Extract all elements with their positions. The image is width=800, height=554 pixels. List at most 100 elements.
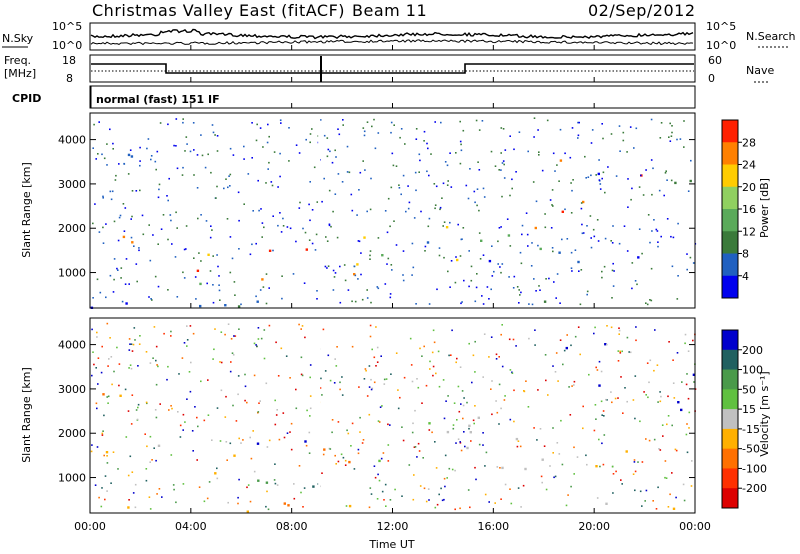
scatter-point — [360, 273, 362, 276]
scatter-point — [604, 191, 606, 194]
xtick-label: 00:00 — [679, 520, 711, 533]
scatter-point — [566, 334, 568, 336]
scatter-point — [257, 327, 260, 329]
scatter-point — [113, 258, 116, 260]
scatter-point — [91, 374, 93, 377]
scatter-point — [377, 473, 379, 476]
scatter-point — [366, 297, 369, 299]
scatter-point — [268, 287, 270, 289]
scatter-point — [498, 423, 500, 425]
scatter-point — [223, 187, 225, 190]
scatter-point — [328, 224, 331, 227]
time-axis: 00:00 04:00 08:00 12:00 16:00 20:00 00:00 — [74, 45, 711, 533]
scatter-point — [122, 203, 125, 205]
scatter-point — [580, 269, 583, 271]
scatter-point — [90, 450, 93, 453]
scatter-point — [586, 463, 588, 466]
scatter-point — [626, 250, 629, 252]
scatter-point — [595, 366, 597, 369]
scatter-point — [377, 237, 380, 239]
scatter-point — [244, 373, 246, 376]
scatter-point — [598, 159, 600, 161]
scatter-point — [612, 285, 615, 287]
scatter-point — [257, 179, 259, 182]
scatter-point — [267, 123, 269, 126]
scatter-point — [437, 350, 440, 353]
scatter-point — [621, 350, 623, 353]
scatter-point — [452, 424, 455, 426]
scatter-point — [580, 207, 583, 210]
scatter-point — [227, 323, 230, 325]
scatter-point — [131, 394, 134, 396]
scatter-point — [434, 121, 436, 123]
scatter-point — [295, 144, 298, 146]
data-gap — [318, 114, 321, 307]
scatter-point — [259, 289, 262, 291]
scatter-point — [124, 283, 127, 285]
scatter-point — [127, 173, 130, 175]
scatter-point — [460, 403, 462, 405]
scatter-point — [454, 469, 456, 472]
scatter-point — [358, 240, 361, 243]
scatter-point — [528, 337, 530, 340]
scatter-point — [692, 339, 694, 342]
scatter-point — [270, 181, 273, 183]
scatter-point — [139, 146, 141, 149]
scatter-point — [152, 234, 154, 236]
scatter-point — [369, 254, 371, 257]
scatter-point — [304, 231, 307, 234]
scatter-point — [500, 271, 502, 274]
scatter-point — [319, 119, 322, 121]
scatter-point — [268, 324, 271, 327]
scatter-point — [446, 477, 448, 479]
ytick-label: 4000 — [58, 134, 86, 147]
scatter-point — [304, 336, 306, 339]
scatter-point — [496, 466, 499, 468]
scatter-point — [332, 269, 335, 272]
scatter-point — [224, 333, 226, 336]
scatter-point — [407, 207, 410, 210]
scatter-point — [440, 121, 442, 124]
scatter-point — [552, 427, 554, 429]
scatter-point — [228, 175, 230, 177]
time-axis-label: Time UT — [368, 538, 414, 551]
scatter-point — [194, 276, 197, 278]
scatter-point — [526, 233, 529, 236]
scatter-point — [594, 404, 597, 406]
scatter-point — [482, 432, 484, 434]
scatter-point — [459, 140, 462, 143]
scatter-point — [431, 431, 433, 434]
scatter-point — [499, 467, 501, 469]
scatter-point — [423, 345, 425, 348]
scatter-point — [593, 235, 596, 238]
scatter-point — [156, 364, 158, 366]
scatter-point — [399, 136, 401, 139]
scatter-point — [414, 171, 417, 174]
scatter-point — [322, 328, 325, 331]
scatter-point — [347, 432, 350, 435]
freq-panel: Freq. [MHz] 18 8 60 0 Nave — [4, 54, 774, 85]
scatter-point — [265, 302, 268, 305]
scatter-cell — [363, 236, 366, 239]
scatter-cell — [105, 451, 109, 454]
scatter-point — [354, 300, 357, 303]
scatter-point — [428, 303, 431, 305]
scatter-point — [537, 389, 539, 391]
scatter-point — [634, 470, 637, 473]
scatter-point — [402, 250, 405, 252]
scatter-point — [638, 228, 641, 230]
scatter-point — [447, 180, 449, 182]
scatter-point — [351, 422, 354, 425]
scatter-point — [101, 432, 104, 435]
scatter-point — [571, 127, 574, 129]
scatter-point — [619, 150, 621, 152]
scatter-point — [289, 227, 292, 230]
scatter-point — [415, 303, 417, 305]
scatter-point — [468, 427, 470, 430]
scatter-point — [535, 290, 537, 292]
scatter-cell — [637, 256, 640, 259]
scatter-point — [527, 150, 529, 153]
scatter-point — [443, 417, 446, 420]
scatter-point — [397, 407, 400, 410]
